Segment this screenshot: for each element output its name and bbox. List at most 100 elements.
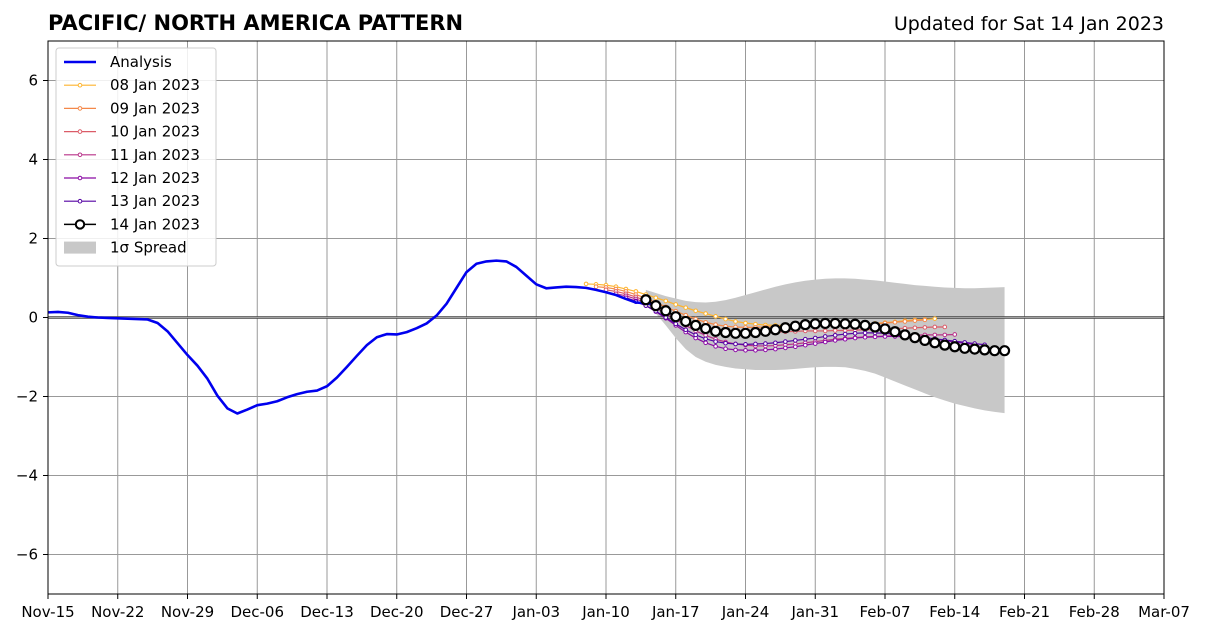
legend-swatch-marker [77,152,83,158]
legend: Analysis 08 Jan 2023 09 Jan 2023 10 Jan 202… [55,47,217,267]
latest-forecast-point [710,325,722,337]
forecast-point [852,331,858,336]
forecast-point [822,334,828,339]
forecast-point [932,324,938,330]
forecast-point [852,335,858,341]
x-axis: Nov-15 Nov-22 Nov-29 Dec-06 Dec-13 Dec-20 Dec-… [21,594,1190,621]
latest-forecast-point [959,342,971,354]
latest-forecast-point [919,334,931,347]
legend-label: 08 Jan 2023 [110,76,200,94]
forecast-point [783,345,788,351]
x-tick-label: Nov-15 [21,603,74,621]
spread-area [645,278,1005,414]
forecast-point [673,302,679,307]
legend-swatch-marker [77,129,83,134]
forecast-point [862,334,868,340]
legend-label: Analysis [110,53,172,71]
latest-forecast-point [819,317,831,330]
forecast-point [872,334,878,340]
legend-label: 12 Jan 2023 [110,169,200,187]
latest-forecast-point [769,324,781,336]
forecast-point [812,328,818,334]
forecast-point [733,347,738,353]
latest-forecast-point [789,320,801,332]
forecast-point [793,338,798,343]
forecast-point [683,305,689,310]
spread-band [645,278,1005,414]
forecast-point [832,328,838,333]
x-tick-label: Jan-03 [511,603,560,621]
forecast-point [832,338,838,343]
y-axis: 6 4 2 0 −2 −4 −6 [16,72,48,564]
legend-label: 1σ Spread [110,239,187,257]
forecast-point [922,325,928,330]
x-tick-label: Dec-20 [370,603,424,621]
analysis-line [47,259,656,415]
y-tick-label: −2 [16,388,38,406]
forecast-point [713,314,718,319]
latest-forecast-point [749,326,762,339]
forecast-point [753,347,758,353]
forecast-point [683,327,689,333]
latest-forecast-point [939,339,951,351]
forecast-point [733,341,738,347]
legend-label: 09 Jan 2023 [110,99,200,117]
latest-forecast-point [989,345,1001,357]
latest-forecast-point [869,321,881,333]
forecast-point [932,316,938,321]
latest-forecast-point [979,344,991,356]
forecast-point [902,319,908,324]
legend-label: 14 Jan 2023 [110,215,200,233]
legend-label: 13 Jan 2023 [110,192,200,210]
latest-forecast-point [650,300,662,312]
latest-forecast-point [759,325,772,337]
forecast-point [743,342,748,347]
forecast-point [653,295,659,301]
y-tick-label: −6 [16,546,38,564]
x-tick-label: Dec-13 [300,603,354,621]
forecast-point [733,319,738,324]
forecast-point [593,284,599,289]
forecast-point [723,316,728,322]
forecast-point [713,339,718,344]
legend-box [55,47,217,267]
forecast-point [922,317,928,323]
latest-forecast-point [829,317,841,330]
latest-forecast-point [998,345,1011,357]
forecast-point [802,336,808,342]
legend-swatch-marker [74,219,86,230]
forecast-point [773,346,778,352]
forecast-point [912,325,918,331]
forecast-point [822,339,828,345]
latest-forecast-point [929,337,941,349]
x-tick-label: Feb-14 [929,603,980,621]
forecast-point [583,281,589,287]
forecast-point [793,344,798,350]
forecast-point [723,340,728,346]
forecast-point [942,324,948,330]
latest-forecast-point [909,332,921,344]
x-tick-label: Jan-31 [790,603,839,621]
legend-swatch-spread [64,241,96,254]
x-tick-label: Feb-28 [1069,603,1120,621]
forecast-point [773,340,778,346]
forecast-point [862,330,868,336]
latest-forecast-point [640,294,652,306]
y-tick-label: 4 [28,151,38,169]
forecast-point [723,346,728,352]
y-tick-label: 2 [28,230,38,248]
latest-forecast-point [719,326,732,339]
legend-label: 11 Jan 2023 [110,146,200,164]
latest-forecast-point [729,327,742,339]
series-group [47,259,1011,415]
latest-forecast-point [799,319,811,331]
x-tick-label: Jan-17 [651,603,700,621]
x-tick-label: Nov-22 [91,603,144,621]
latest-forecast-point [739,327,752,339]
latest-forecast-point [969,343,981,355]
latest-forecast-point [839,318,851,330]
forecast-point [703,336,708,342]
forecast-point [673,321,679,327]
forecast-point [693,308,698,314]
